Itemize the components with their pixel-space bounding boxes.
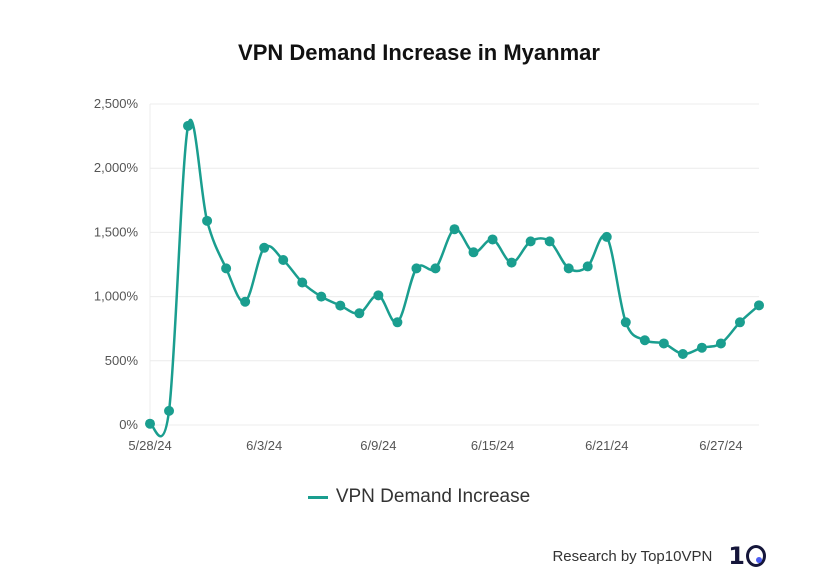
footer: Research by Top10VPN 1 — [552, 544, 766, 568]
logo-ring-icon — [746, 545, 766, 567]
data-point[interactable]: 6/13/24: 1525% — [449, 224, 460, 235]
data-point[interactable]: 5/30/24: 2330% — [183, 120, 194, 131]
legend-swatch — [307, 495, 328, 499]
data-point[interactable]: 6/19/24: 1220% — [563, 263, 574, 274]
legend: VPN Demand Increase — [0, 486, 838, 508]
data-point[interactable]: 6/1/24: 1220% — [221, 263, 232, 274]
data-point[interactable]: 6/22/24: 800% — [620, 317, 631, 328]
y-tick-label: 500% — [105, 353, 139, 368]
data-point[interactable]: 5/28/24: 10% — [145, 418, 155, 429]
data-point[interactable]: 6/10/24: 800% — [392, 317, 403, 328]
x-tick-label: 5/28/24 — [128, 438, 171, 453]
x-tick-label: 6/15/24 — [471, 438, 514, 453]
x-axis-ticks: 5/28/24 6/3/24 6/9/24 6/15/24 6/21/24 6/27/24 — [128, 438, 742, 453]
x-tick-label: 6/21/24 — [585, 438, 628, 453]
y-tick-label: 0% — [119, 417, 138, 432]
data-point[interactable]: 5/31/24: 1590% — [202, 215, 213, 226]
data-point[interactable]: 6/20/24: 1235% — [582, 261, 593, 272]
top10vpn-logo: 1 — [728, 544, 766, 568]
x-tick-label: 6/27/24 — [699, 438, 742, 453]
data-point[interactable]: 6/29/24: 932% — [754, 300, 764, 311]
data-point[interactable]: 6/26/24: 602% — [696, 342, 707, 353]
logo-one: 1 — [728, 542, 745, 570]
series-line-vpn-demand — [148, 118, 760, 438]
x-tick-label: 6/9/24 — [360, 438, 396, 453]
y-axis-ticks: 0% 500% 1,000% 1,500% 2,000% 2,500% — [94, 96, 139, 432]
data-point[interactable]: 6/24/24: 635% — [658, 338, 669, 349]
logo-dot-icon — [756, 557, 762, 563]
data-point[interactable]: 6/16/24: 1265% — [506, 257, 517, 268]
data-point[interactable]: 6/9/24: 1010% — [373, 290, 384, 301]
data-point[interactable]: 6/3/24: 1380% — [259, 242, 270, 253]
data-point[interactable]: 6/15/24: 1445% — [487, 234, 498, 245]
chart-title: VPN Demand Increase in Myanmar — [238, 40, 600, 65]
data-point[interactable]: 6/2/24: 960% — [240, 296, 251, 307]
data-point[interactable]: 6/7/24: 930% — [335, 300, 346, 311]
data-point[interactable]: 6/21/24: 1465% — [601, 231, 612, 242]
data-point[interactable]: 6/4/24: 1285% — [278, 255, 289, 266]
data-point[interactable]: 6/12/24: 1220% — [430, 263, 441, 274]
data-point[interactable]: 6/28/24: 800% — [734, 317, 745, 328]
data-point[interactable]: 6/23/24: 660% — [639, 335, 650, 346]
y-tick-label: 2,000% — [94, 160, 139, 175]
data-point[interactable]: 6/8/24: 870% — [354, 308, 365, 319]
data-point[interactable]: 5/29/24: 110% — [164, 405, 175, 416]
y-tick-label: 1,500% — [94, 224, 139, 239]
y-tick-label: 1,000% — [94, 289, 139, 304]
legend-label: VPN Demand Increase — [335, 486, 531, 507]
data-point[interactable]: 6/25/24: 553% — [677, 348, 688, 359]
x-tick-label: 6/3/24 — [246, 438, 282, 453]
data-point[interactable]: 6/18/24: 1430% — [544, 236, 555, 247]
grid-lines — [149, 103, 759, 426]
data-point[interactable]: 6/6/24: 1000% — [316, 291, 327, 302]
data-point[interactable]: 6/27/24: 635% — [715, 338, 726, 349]
data-point[interactable]: 6/17/24: 1430% — [525, 236, 536, 247]
data-point[interactable]: 6/5/24: 1110% — [297, 277, 308, 288]
data-point[interactable]: 6/14/24: 1345% — [468, 247, 479, 258]
series-points: 5/28/24: 10% 5/29/24: 110% 5/30/24: 2330% 5… — [145, 120, 764, 429]
data-point[interactable]: 6/11/24: 1220% — [411, 263, 422, 274]
attribution-text: Research by Top10VPN — [552, 547, 713, 565]
y-tick-label: 2,500% — [94, 96, 139, 111]
